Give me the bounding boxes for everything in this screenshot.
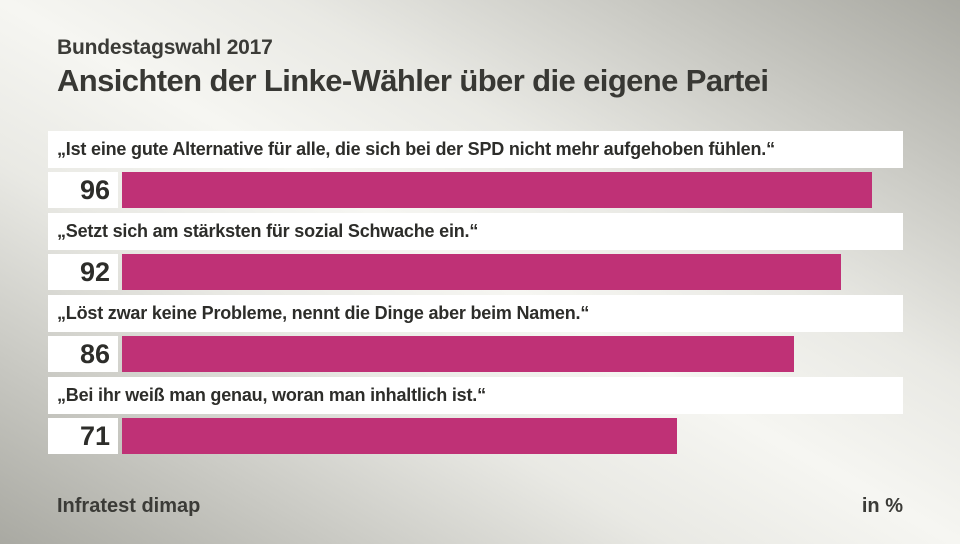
- chart-row: „Löst zwar keine Probleme, nennt die Din…: [48, 295, 903, 373]
- bar-track: [122, 418, 903, 455]
- bar-line: 71: [48, 418, 903, 455]
- bar: [122, 336, 794, 373]
- content-area: Bundestagswahl 2017 Ansichten der Linke-…: [48, 0, 903, 459]
- category-label: „Setzt sich am stärksten für sozial Schw…: [48, 213, 903, 251]
- bar-line: 92: [48, 254, 903, 291]
- value-label: 92: [48, 254, 118, 291]
- bar-line: 86: [48, 336, 903, 373]
- bar-track: [122, 172, 903, 209]
- bar-track: [122, 336, 903, 373]
- chart-kicker: Bundestagswahl 2017: [57, 36, 273, 59]
- bar: [122, 254, 841, 291]
- value-label: 71: [48, 418, 118, 455]
- bar: [122, 418, 677, 455]
- chart-row: „Ist eine gute Alternative für alle, die…: [48, 131, 903, 209]
- footer: Infratest dimap in %: [48, 495, 903, 518]
- header: Bundestagswahl 2017 Ansichten der Linke-…: [57, 36, 903, 98]
- value-label: 86: [48, 336, 118, 373]
- category-label: „Ist eine gute Alternative für alle, die…: [48, 131, 903, 169]
- bar-line: 96: [48, 172, 903, 209]
- bar-track: [122, 254, 903, 291]
- source-label: Infratest dimap: [57, 495, 201, 517]
- bar: [122, 172, 872, 209]
- value-label: 96: [48, 172, 118, 209]
- category-label: „Bei ihr weiß man genau, woran man inhal…: [48, 377, 903, 415]
- unit-label: in %: [861, 495, 903, 517]
- chart-row: „Setzt sich am stärksten für sozial Schw…: [48, 213, 903, 291]
- bar-chart: „Ist eine gute Alternative für alle, die…: [48, 131, 903, 455]
- category-label: „Löst zwar keine Probleme, nennt die Din…: [48, 295, 903, 333]
- page-title: Ansichten der Linke-Wähler über die eige…: [57, 63, 769, 99]
- chart-row: „Bei ihr weiß man genau, woran man inhal…: [48, 377, 903, 455]
